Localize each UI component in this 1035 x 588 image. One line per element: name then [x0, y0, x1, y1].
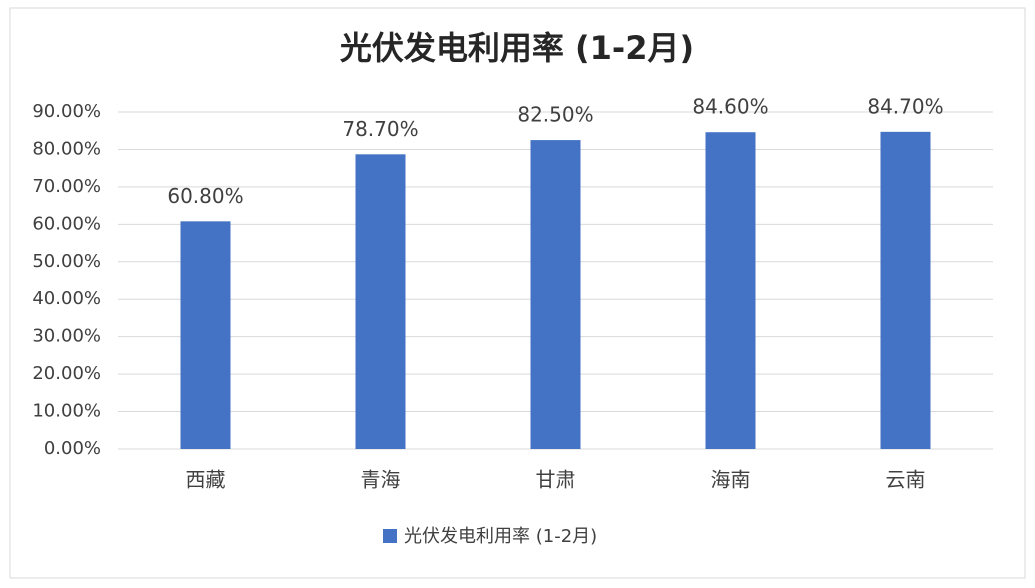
value-label: 60.80%: [167, 184, 243, 208]
y-tick-label: 80.00%: [32, 138, 101, 159]
y-tick-label: 0.00%: [44, 438, 101, 459]
x-tick-label: 西藏: [186, 468, 226, 492]
bar: [530, 140, 581, 450]
legend-label: 光伏发电利用率 (1-2月): [404, 526, 597, 547]
chart-border: [9, 7, 1026, 579]
bar: [355, 154, 406, 449]
y-tick-label: 30.00%: [32, 326, 101, 347]
y-tick-label: 70.00%: [32, 176, 101, 197]
chart-title: 光伏发电利用率 (1-2月): [340, 29, 694, 67]
value-label: 82.50%: [517, 103, 593, 127]
x-tick-label: 甘肃: [536, 468, 576, 492]
y-tick-label: 20.00%: [32, 363, 101, 384]
x-tick-label: 海南: [711, 468, 751, 492]
value-label: 84.70%: [867, 94, 943, 118]
bar: [180, 221, 231, 449]
value-label: 84.60%: [692, 95, 768, 119]
bar: [880, 131, 931, 449]
x-tick-label: 青海: [361, 468, 401, 492]
value-label: 78.70%: [342, 117, 418, 141]
y-tick-label: 40.00%: [32, 288, 101, 309]
y-tick-label: 60.00%: [32, 213, 101, 234]
x-tick-label: 云南: [886, 468, 926, 492]
y-tick-label: 90.00%: [32, 101, 101, 122]
y-tick-label: 10.00%: [32, 401, 101, 422]
bar: [705, 132, 756, 449]
legend-swatch: [383, 529, 397, 543]
y-tick-label: 50.00%: [32, 251, 101, 272]
